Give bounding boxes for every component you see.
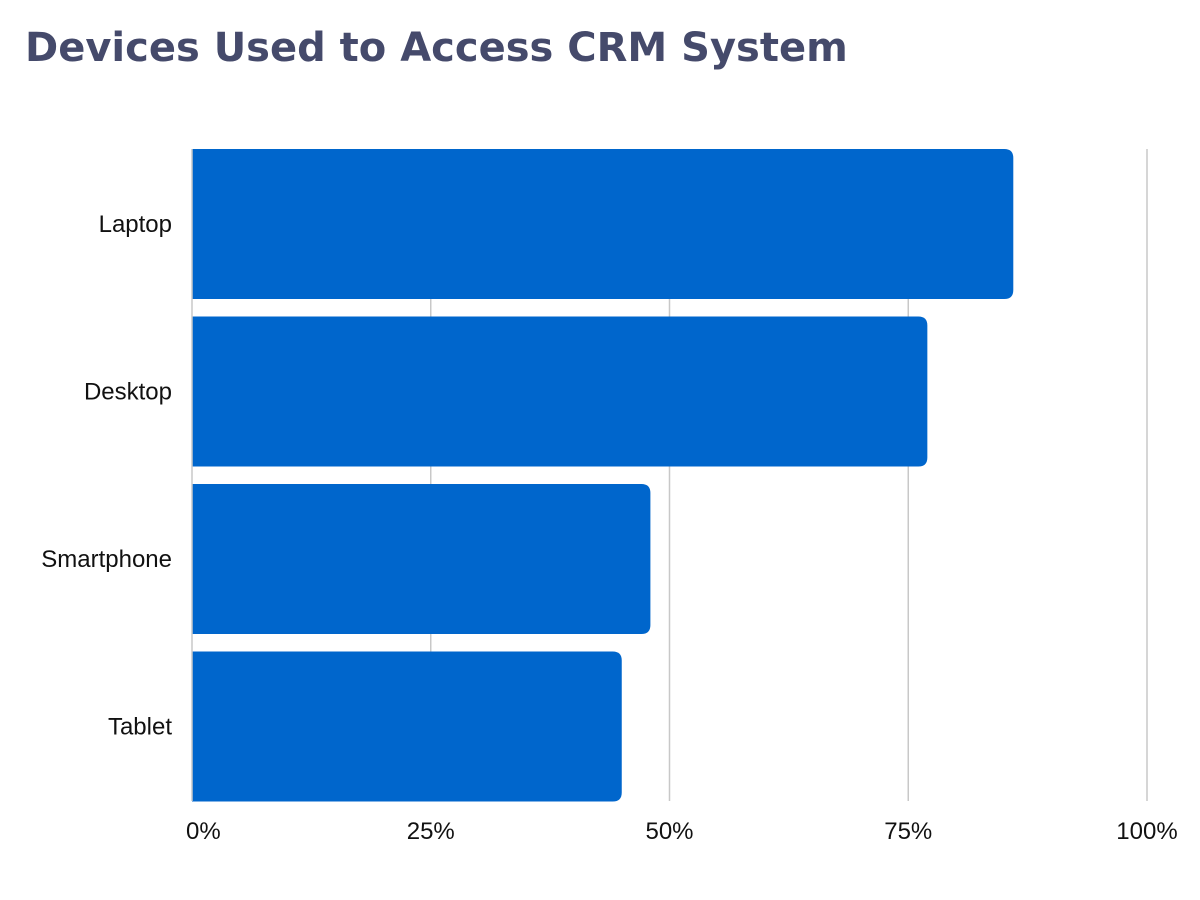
bar-desktop [192, 316, 928, 467]
x-tick-label-2: 50% [645, 818, 693, 845]
x-tick-label-3: 75% [884, 818, 932, 845]
category-labels: Laptop Desktop Smartphone Tablet [41, 211, 172, 741]
bar-laptop [192, 149, 1014, 299]
x-tick-label-0: 0% [186, 818, 221, 845]
bar-smartphone [192, 484, 651, 634]
x-tick-labels: 0% 25% 50% 75% 100% [186, 818, 1178, 845]
bars [192, 149, 1014, 802]
category-label-desktop: Desktop [84, 379, 172, 406]
bar-tablet [192, 651, 622, 802]
category-label-smartphone: Smartphone [41, 546, 172, 573]
x-tick-label-4: 100% [1116, 818, 1177, 845]
x-tick-label-1: 25% [407, 818, 455, 845]
category-label-tablet: Tablet [108, 714, 172, 741]
category-label-laptop: Laptop [99, 211, 172, 238]
chart-title: Devices Used to Access CRM System [25, 25, 848, 71]
